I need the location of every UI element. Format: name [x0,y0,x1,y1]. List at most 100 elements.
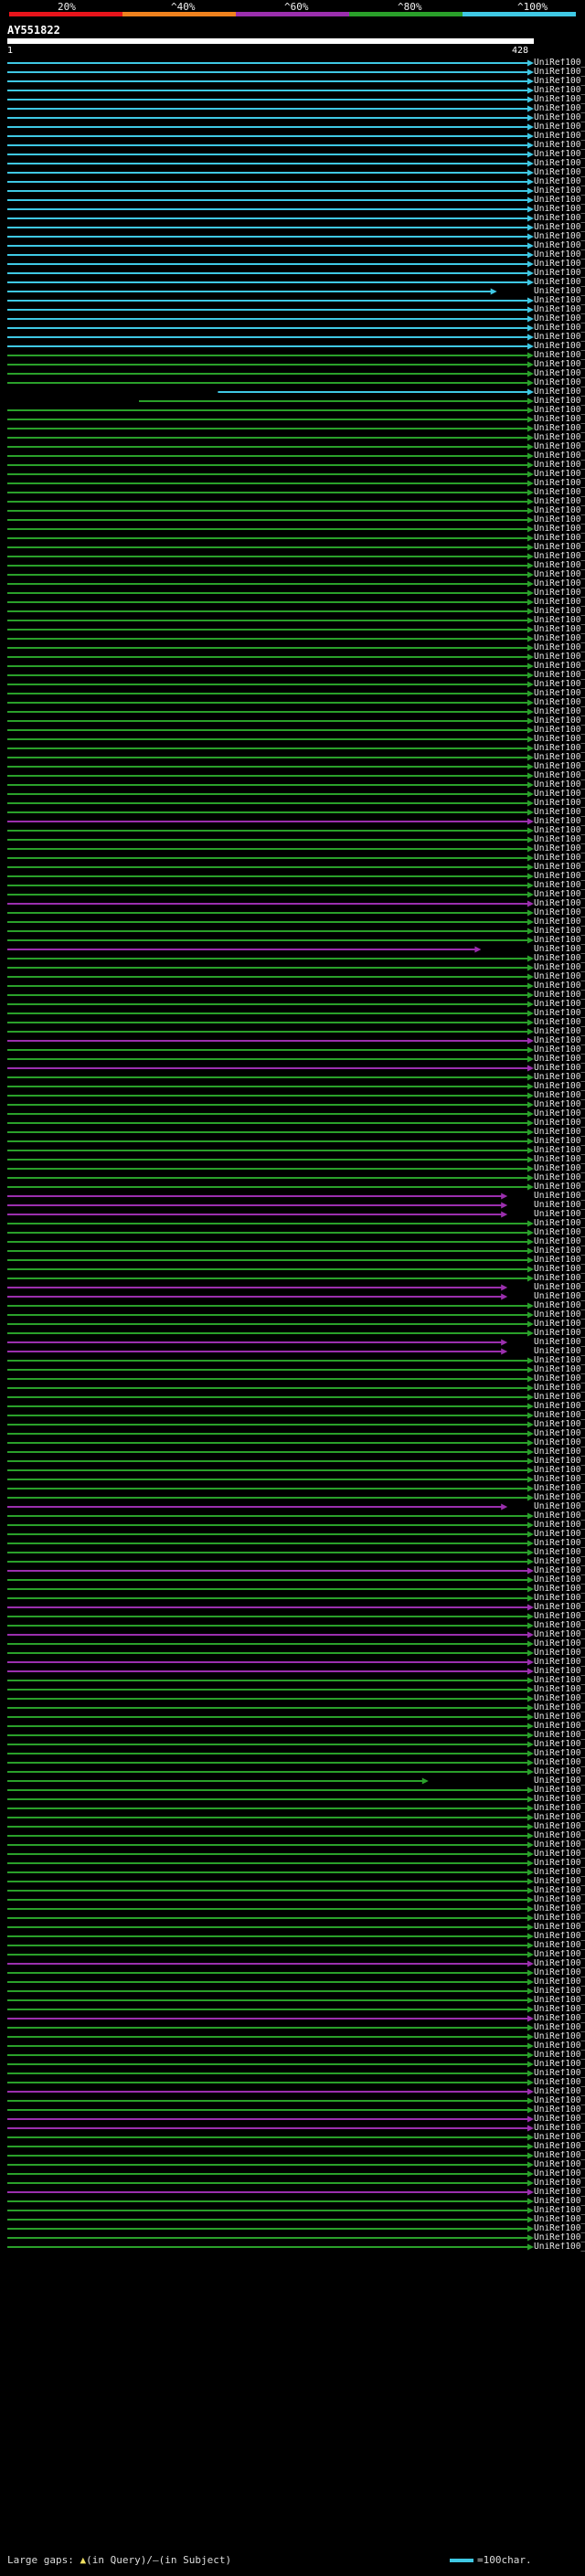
hit-label[interactable]: UniRef100_B4LGU3 [534,1237,585,1246]
hit-bar[interactable] [7,1881,528,1882]
hit-bar[interactable] [7,2146,528,2147]
hit-label[interactable]: UniRef100_C5JYL8 [534,525,585,534]
hit-label[interactable]: UniRef100_B4PWJ0 [534,1749,585,1758]
hit-bar[interactable] [7,811,528,813]
hit-bar[interactable] [7,437,528,439]
hit-label[interactable]: UniRef100_UP1000... [534,1959,585,1968]
hit-bar[interactable] [7,62,528,64]
hit-label[interactable]: UniRef100_B7F1G7 [534,1776,585,1786]
hit-label[interactable]: UniRef100_UP1000... [534,1182,585,1192]
hit-label[interactable]: UniRef100_Q5TW66 [534,1758,585,1767]
hit-label[interactable]: UniRef100_B4LI27 [534,1128,585,1137]
hit-bar[interactable] [7,1460,528,1462]
hit-row[interactable] [7,653,534,661]
hit-bar[interactable] [7,373,528,375]
hit-bar[interactable] [7,1643,528,1645]
hit-label[interactable]: UniRef100_A7RMG9 [534,369,585,378]
hit-label[interactable]: UniRef100_B4KKX4 [534,945,585,954]
hit-row[interactable] [7,1138,534,1145]
hit-label[interactable]: UniRef100_Q2HWL0 [534,2023,585,2032]
hit-row[interactable] [7,1430,534,1437]
hit-bar[interactable] [7,1753,528,1754]
hit-label[interactable]: UniRef100_Q4U5F6 [534,2169,585,2178]
hit-bar[interactable] [7,291,492,292]
hit-bar[interactable] [7,1076,528,1078]
hit-label[interactable]: UniRef100_Q1MQU9 [534,1320,585,1329]
hit-bar[interactable] [7,263,528,265]
hit-row[interactable] [7,1896,534,1903]
hit-bar[interactable] [7,1113,528,1115]
hit-bar[interactable] [7,2036,528,2038]
hit-label[interactable]: UniRef100_UP1000... [534,1831,585,1840]
hit-bar[interactable] [7,1195,503,1197]
hit-label[interactable]: UniRef100_B9I9L2 [534,104,585,113]
hit-label[interactable]: UniRef100_B7EKN8 [534,196,585,205]
hit-label[interactable]: UniRef100_A8QBP0 [534,954,585,963]
hit-row[interactable] [7,1083,534,1090]
hit-label[interactable]: UniRef100_B5DSP5 [534,1356,585,1365]
hit-row[interactable] [7,1129,534,1136]
hit-bar[interactable] [7,2246,528,2248]
hit-bar[interactable] [7,1871,528,1873]
hit-bar[interactable] [7,1835,528,1837]
hit-label[interactable]: UniRef100_A9TC27 [534,342,585,351]
hit-row[interactable] [7,827,534,834]
hit-label[interactable]: UniRef100_A8MSE5 [534,77,585,86]
hit-bar[interactable] [7,1012,528,1014]
hit-bar[interactable] [7,1606,528,1608]
hit-row[interactable] [7,133,534,140]
hit-row[interactable] [7,964,534,971]
hit-bar[interactable] [7,1542,528,1544]
hit-row[interactable] [7,1768,534,1776]
hit-bar[interactable] [7,912,528,914]
hit-bar[interactable] [7,939,528,941]
hit-row[interactable] [7,1074,534,1081]
hit-label[interactable]: UniRef100_UP1000... [534,917,585,927]
hit-label[interactable]: UniRef100_UP1000... [534,223,585,232]
hit-bar[interactable] [7,1067,528,1069]
hit-bar[interactable] [7,272,528,274]
hit-label[interactable]: UniRef100_UP1000... [534,2115,585,2124]
hit-label[interactable]: UniRef100_UP1000... [534,1566,585,1575]
hit-row[interactable] [7,1330,534,1337]
hit-bar[interactable] [7,2109,528,2111]
hit-row[interactable] [7,1850,534,1858]
hit-row[interactable] [7,2179,534,2187]
hit-bar[interactable] [7,601,528,603]
hit-label[interactable]: UniRef100_B6TMB2 [534,168,585,177]
hit-label[interactable]: UniRef100_B3N733 [534,1292,585,1301]
hit-label[interactable]: UniRef100_A6S9T3 [534,598,585,607]
hit-bar[interactable] [7,336,528,338]
hit-label[interactable]: UniRef100_Q1M2W3 [534,1055,585,1064]
hit-row[interactable] [7,1065,534,1072]
hit-row[interactable] [7,379,534,387]
hit-label[interactable]: UniRef100_UP1000... [534,1667,585,1676]
hit-bar[interactable] [7,163,528,164]
hit-bar[interactable] [7,656,528,658]
hit-row[interactable] [7,59,534,67]
hit-bar[interactable] [7,1999,528,2001]
hit-bar[interactable] [7,830,528,832]
hit-label[interactable]: UniRef100_B3NMN4 [534,1502,585,1511]
hit-row[interactable] [7,1247,534,1255]
hit-row[interactable] [7,1869,534,1876]
hit-row[interactable] [7,1147,534,1154]
hit-row[interactable] [7,334,534,341]
hit-bar[interactable] [7,99,528,101]
hit-row[interactable] [7,2170,534,2178]
hit-label[interactable]: UniRef100_UP1000... [534,1301,585,1310]
hit-bar[interactable] [7,665,528,667]
hit-label[interactable]: UniRef100_Q5A7C4 [534,2032,585,2041]
hit-row[interactable] [7,1037,534,1044]
hit-label[interactable]: UniRef100_C0S881 [534,863,585,872]
hit-label[interactable]: UniRef100_B3RFE9 [534,1804,585,1813]
hit-bar[interactable] [7,1177,528,1179]
hit-bar[interactable] [7,144,528,146]
hit-row[interactable] [7,617,534,624]
hit-label[interactable]: UniRef100_B5E1B3 [534,1731,585,1740]
hit-bar[interactable] [7,1890,528,1892]
hit-bar[interactable] [7,1415,528,1416]
hit-label[interactable]: UniRef100_A6QYY4 [534,689,585,698]
hit-row[interactable] [7,306,534,313]
hit-bar[interactable] [7,2091,528,2093]
